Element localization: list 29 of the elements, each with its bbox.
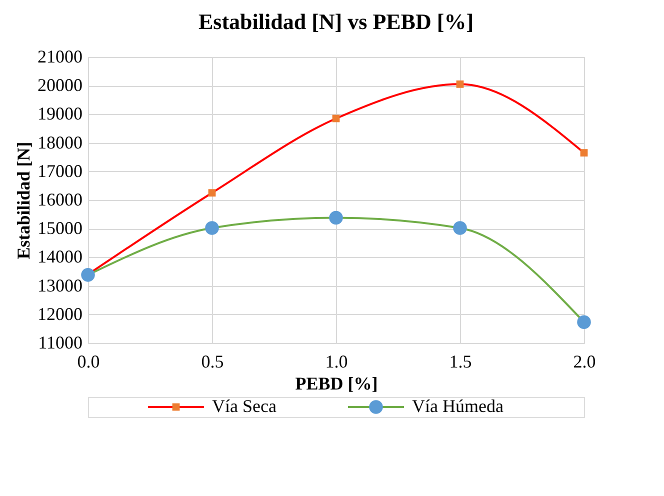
y-tick-label: 21000 bbox=[38, 46, 82, 66]
y-tick-label: 15000 bbox=[38, 218, 82, 238]
legend-label: Vía Seca bbox=[212, 396, 276, 416]
y-tick-label: 14000 bbox=[38, 246, 82, 267]
y-tick-label: 11000 bbox=[38, 332, 82, 352]
y-tick-label: 16000 bbox=[38, 190, 82, 210]
x-tick-label: 2.0 bbox=[573, 352, 596, 372]
x-tick-label: 0.0 bbox=[77, 352, 100, 372]
y-tick-label: 12000 bbox=[38, 304, 82, 324]
y-tick-label: 13000 bbox=[38, 275, 82, 296]
point bbox=[81, 268, 95, 282]
point bbox=[329, 210, 343, 225]
point bbox=[208, 189, 216, 197]
chart-title: Estabilidad [N] vs PEBD [%] bbox=[198, 9, 474, 34]
point bbox=[580, 149, 588, 157]
x-tick-label: 1.5 bbox=[449, 352, 472, 372]
y-tick-label: 17000 bbox=[38, 160, 82, 181]
y-axis-title: Estabilidad [N] bbox=[14, 142, 34, 260]
y-tick-label: 20000 bbox=[38, 75, 82, 96]
point bbox=[577, 315, 591, 329]
y-tick-label: 18000 bbox=[38, 132, 82, 152]
x-axis-title: PEBD [%] bbox=[295, 374, 378, 394]
point bbox=[453, 221, 467, 235]
point bbox=[456, 80, 464, 88]
legend-label: Vía Húmeda bbox=[412, 396, 504, 416]
point bbox=[205, 221, 219, 235]
y-tick-label: 19000 bbox=[38, 104, 82, 124]
x-tick-label: 0.5 bbox=[201, 352, 224, 372]
x-tick-label: 1.0 bbox=[325, 352, 348, 372]
